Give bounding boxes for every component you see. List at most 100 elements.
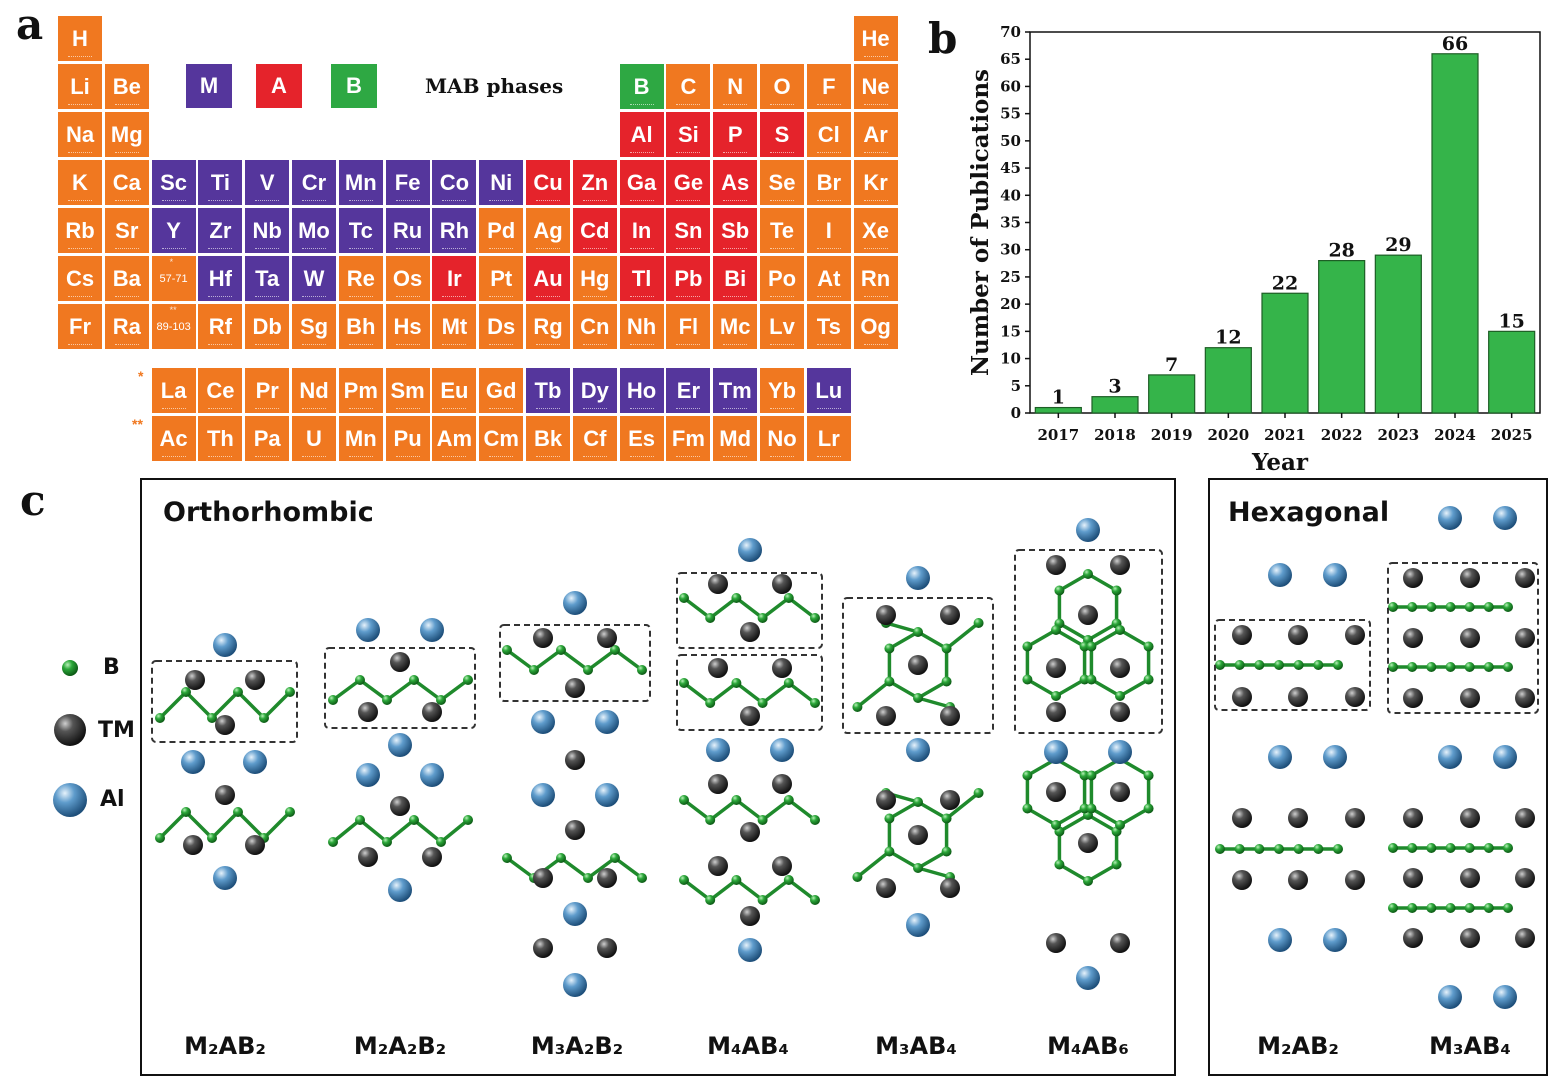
b-atom-icon [941,813,952,824]
tm-atom-icon [422,702,442,722]
element-symbol: Es [628,425,656,451]
element-symbol: Ge [673,169,704,195]
element-cell-O: O [760,64,804,109]
element-symbol: W [303,265,325,291]
element-symbol: Ce [206,377,235,403]
b-atom-icon [637,873,647,883]
element-symbol: Ti [210,169,230,195]
b-atom-icon [1143,641,1154,652]
element-symbol: Br [816,169,842,195]
b-atom-icon [1111,859,1122,870]
element-symbol: Ag [533,217,563,243]
al-atom-icon [1268,928,1292,952]
b-b-bond [1090,806,1121,827]
tm-atom-icon [876,790,896,810]
b-atom-icon [1426,903,1437,913]
b-atom-icon [1215,660,1225,670]
tm-atom-icon [1110,782,1130,802]
element-name-text [676,344,701,346]
element-cell-I: I [806,208,851,253]
tm-atom-icon [1288,870,1308,890]
unit-cell-box [842,597,994,734]
element-name-text [255,296,280,298]
x-tick-label: 2025 [1491,426,1533,444]
y-tick-label: 70 [1000,23,1021,41]
element-cell-Md: Md [713,416,758,461]
element-symbol: Pt [490,265,513,291]
b-b-bond [735,681,764,705]
y-tick-label: 40 [1000,186,1021,204]
element-name-text [208,248,233,250]
b-atom-icon [328,837,338,847]
bar-value-label: 22 [1272,272,1298,294]
element-cell-Kr: Kr [853,160,898,205]
tm-atom-icon [358,847,378,867]
b-atom-icon [1293,660,1304,670]
legend-title: MAB phases [425,74,564,98]
element-symbol: H [72,25,88,51]
element-symbol: Po [767,265,797,291]
element-name-text [68,296,92,298]
b-atom-icon [1464,843,1475,853]
b-atom-icon [1022,641,1033,652]
element-symbol: Zr [209,217,232,243]
x-tick-label: 2020 [1207,426,1249,444]
element-name-text [442,200,467,202]
element-cell-Pa: Pa [245,416,290,461]
b-atom-icon [1464,903,1475,913]
element-cell-P: P [713,112,758,157]
b-b-bond [709,878,738,902]
element-cell-Xe: Xe [853,208,898,253]
b-b-bond [856,850,891,879]
b-atom-icon [731,875,742,885]
b-b-bond [1087,813,1118,834]
b-b-bond [945,791,980,820]
y-tick-label: 45 [1000,159,1021,177]
element-symbol: Kr [863,169,888,195]
element-name-text [114,344,139,346]
element-name-text [770,344,794,346]
tm-atom-icon [940,706,960,726]
tm-atom-icon [245,835,265,855]
b-atom-icon [355,675,365,685]
element-name-text [114,296,139,298]
element-name-text [442,456,467,458]
element-cell-Ni: Ni [479,160,524,205]
element-cell-Mn: Mn [338,160,383,205]
element-symbol: Lu [815,377,843,403]
tm-atom-icon [940,790,960,810]
element-symbol: Ds [487,313,516,339]
b-atom-icon [1313,660,1324,670]
element-cell-Ca: Ca [104,160,149,205]
b-atom-icon [783,875,794,885]
b-atom-icon [705,613,716,623]
series-marker: ** [169,305,177,315]
element-symbol: Mn [344,169,377,195]
element-name-text [114,152,139,154]
b-atom-icon [1388,602,1398,612]
element-symbol: Zn [581,169,609,195]
element-symbol: Si [677,121,699,147]
publications-bar-chart: 0510152025303540455055606570120173201872… [967,23,1541,476]
element-symbol: Rn [860,265,891,291]
tm-atom-icon [533,868,553,888]
element-name-text [629,152,654,154]
b-atom-icon [1483,903,1494,913]
b-atom-icon [1274,660,1284,670]
b-atom-icon [1445,602,1456,612]
element-cell-Cm: Cm [479,416,524,461]
b-b-bond [505,856,536,880]
b-atom-icon [155,833,165,843]
unit-cell-box [1214,619,1371,711]
legend-A: A [256,64,302,108]
b-atom-icon [757,698,768,708]
tm-atom-icon [54,714,86,746]
element-name-text [629,408,654,410]
b-b-bond [682,681,712,705]
element-name-text [770,248,794,250]
element-symbol: Md [719,425,752,451]
b-atom-icon [1079,803,1090,814]
element-symbol: In [631,217,652,243]
al-atom-icon [1323,563,1347,587]
unit-cell-box [151,660,298,743]
